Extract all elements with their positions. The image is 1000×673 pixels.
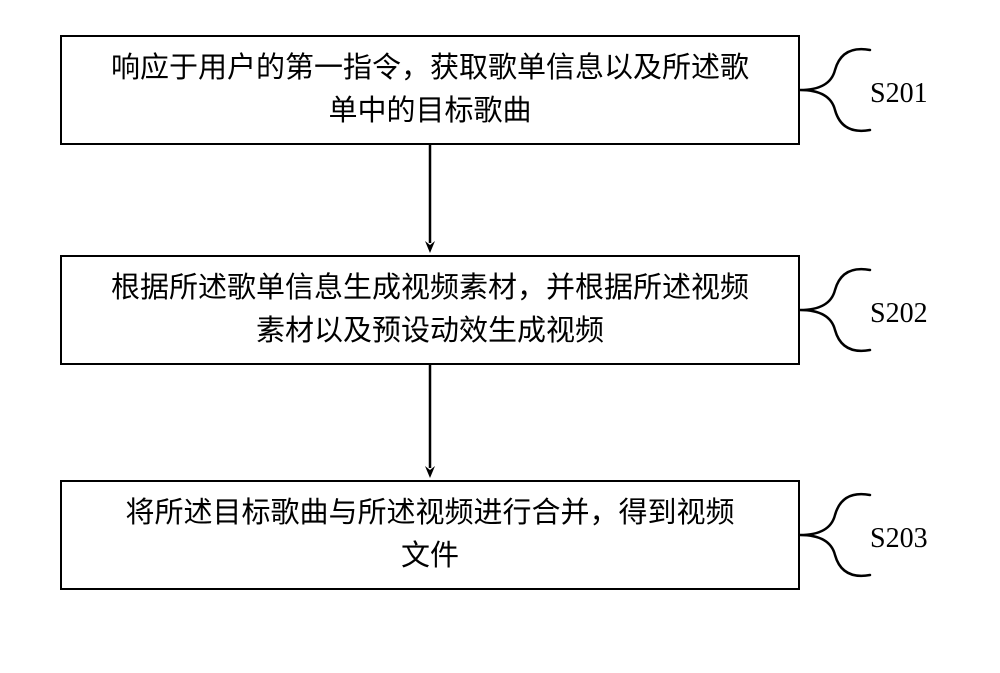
flowchart-node-2-text: 根据所述歌单信息生成视频素材，并根据所述视频素材以及预设动效生成视频 [111,267,749,354]
flowchart-node-1-text: 响应于用户的第一指令，获取歌单信息以及所述歌单中的目标歌曲 [111,47,749,134]
step-label-3-text: S203 [870,523,928,555]
flowchart-node-2: 根据所述歌单信息生成视频素材，并根据所述视频素材以及预设动效生成视频 [60,255,800,365]
step-label-1-text: S201 [870,78,928,110]
step-label-1: S201 [870,78,928,110]
flowchart-node-1: 响应于用户的第一指令，获取歌单信息以及所述歌单中的目标歌曲 [60,35,800,145]
step-label-2-text: S202 [870,298,928,330]
step-label-2: S202 [870,298,928,330]
step-label-3: S203 [870,523,928,555]
flowchart-node-3: 将所述目标歌曲与所述视频进行合并，得到视频文件 [60,480,800,590]
flowchart-node-3-text: 将所述目标歌曲与所述视频进行合并，得到视频文件 [125,492,734,579]
flowchart-canvas: 响应于用户的第一指令，获取歌单信息以及所述歌单中的目标歌曲 根据所述歌单信息生成… [0,0,1000,673]
